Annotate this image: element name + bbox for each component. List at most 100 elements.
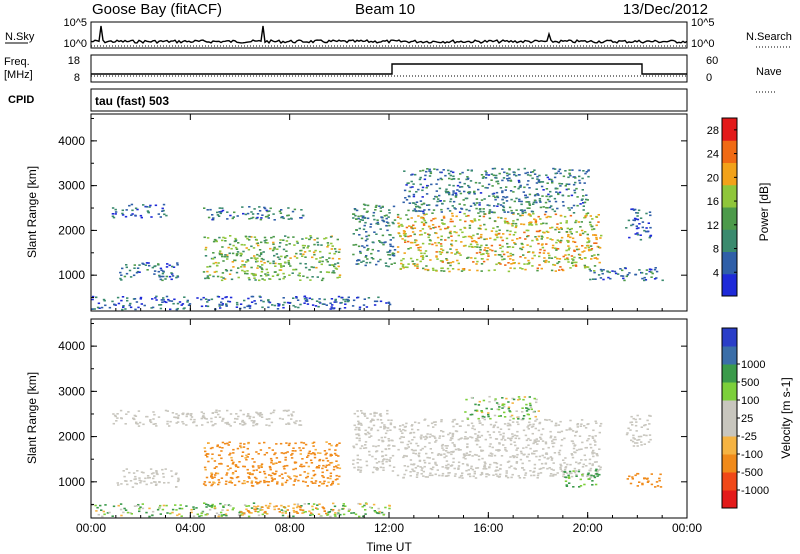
scatter-cell	[208, 509, 212, 511]
scatter-cell	[416, 474, 419, 476]
scatter-cell	[201, 424, 204, 426]
scatter-cell	[155, 472, 159, 475]
scatter-cell	[505, 450, 508, 452]
scatter-cell	[158, 276, 161, 278]
scatter-cell	[562, 473, 565, 475]
scatter-cell	[371, 418, 374, 421]
scatter-cell	[533, 169, 536, 171]
scatter-cell	[379, 228, 382, 230]
scatter-cell	[452, 457, 455, 460]
scatter-cell	[555, 241, 558, 244]
scatter-cell	[527, 453, 530, 456]
scatter-cell	[260, 465, 263, 467]
scatter-cell	[138, 510, 141, 513]
scatter-cell	[587, 478, 590, 480]
scatter-cell	[364, 444, 367, 446]
scatter-cell	[318, 503, 321, 505]
scatter-cell	[147, 262, 150, 264]
scatter-cell	[419, 436, 422, 438]
scatter-cell	[132, 274, 136, 277]
scatter-cell	[162, 270, 165, 272]
scatter-cell	[534, 219, 537, 221]
scatter-cell	[303, 244, 306, 247]
scatter-cell	[390, 263, 393, 265]
scatter-cell	[321, 260, 324, 263]
scatter-cell	[280, 509, 283, 511]
scatter-cell	[463, 204, 466, 206]
velocity-colorbar-segment	[722, 472, 737, 491]
scatter-cell	[573, 191, 577, 194]
scatter-cell	[597, 214, 600, 216]
scatter-cell	[421, 255, 424, 257]
scatter-cell	[388, 460, 391, 462]
scatter-cell	[554, 256, 557, 258]
scatter-cell	[318, 458, 322, 461]
scatter-cell	[221, 509, 224, 511]
scatter-cell	[387, 444, 390, 447]
scatter-cell	[554, 270, 557, 272]
scatter-cell	[235, 413, 238, 415]
scatter-cell	[272, 262, 275, 265]
scatter-cell	[529, 223, 532, 225]
scatter-cell	[489, 248, 492, 251]
scatter-cell	[464, 244, 467, 247]
scatter-cell	[435, 232, 438, 235]
scatter-cell	[413, 227, 417, 229]
scatter-cell	[338, 508, 341, 511]
scatter-cell	[643, 443, 646, 445]
scatter-cell	[414, 173, 417, 176]
scatter-cell	[545, 243, 548, 245]
scatter-cell	[135, 421, 138, 424]
scatter-cell	[161, 508, 165, 511]
scatter-cell	[251, 295, 255, 298]
scatter-cell	[570, 207, 573, 209]
scatter-cell	[260, 271, 264, 273]
scatter-cell	[440, 211, 443, 213]
scatter-cell	[385, 224, 388, 227]
scatter-cell	[481, 457, 484, 460]
scatter-cell	[648, 434, 652, 436]
scatter-cell	[307, 245, 310, 247]
scatter-cell	[527, 180, 530, 182]
scatter-cell	[586, 233, 589, 236]
scatter-cell	[468, 454, 471, 456]
scatter-cell	[358, 306, 362, 309]
scatter-cell	[540, 185, 544, 188]
scatter-cell	[587, 241, 591, 243]
scatter-cell	[424, 438, 427, 441]
scatter-cell	[436, 236, 440, 239]
scatter-cell	[473, 191, 476, 194]
power-colorbar-segment	[722, 251, 737, 275]
scatter-cell	[354, 243, 358, 246]
scatter-cell	[569, 174, 572, 177]
scatter-cell	[567, 176, 570, 179]
scatter-cell	[309, 514, 312, 516]
scatter-cell	[582, 205, 585, 207]
scatter-cell	[555, 247, 558, 250]
scatter-cell	[559, 420, 562, 423]
scatter-cell	[300, 505, 303, 507]
scatter-cell	[337, 265, 340, 268]
y-tick-label: 3000	[58, 384, 85, 398]
scatter-cell	[593, 242, 596, 244]
scatter-cell	[558, 168, 562, 171]
scatter-cell	[451, 433, 455, 436]
scatter-cell	[375, 512, 379, 514]
scatter-cell	[417, 247, 420, 249]
scatter-cell	[437, 198, 440, 200]
scatter-cell	[434, 195, 437, 198]
scatter-cell	[205, 476, 209, 479]
scatter-cell	[376, 429, 380, 432]
scatter-cell	[497, 216, 500, 219]
scatter-cell	[176, 421, 180, 423]
scatter-cell	[318, 481, 322, 483]
scatter-cell	[373, 231, 376, 233]
scatter-cell	[243, 512, 246, 514]
scatter-cell	[478, 251, 482, 254]
scatter-cell	[460, 241, 463, 243]
scatter-cell	[256, 265, 260, 267]
scatter-cell	[516, 453, 519, 456]
scatter-cell	[563, 462, 566, 464]
scatter-cell	[570, 255, 574, 257]
scatter-cell	[328, 511, 331, 513]
